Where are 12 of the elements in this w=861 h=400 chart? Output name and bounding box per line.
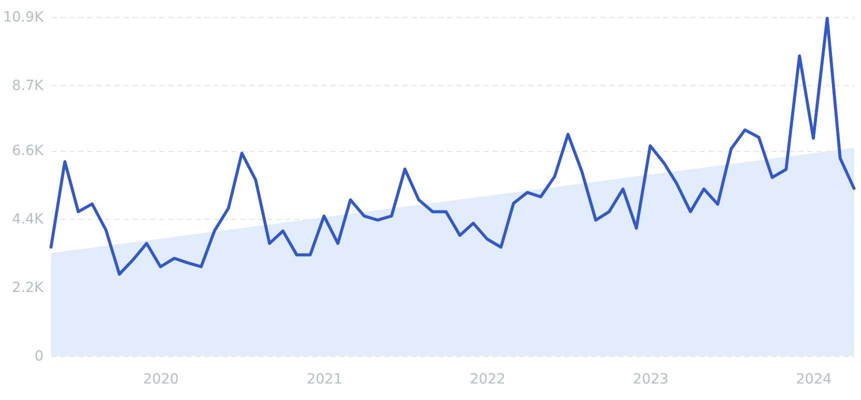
y-tick-label: 6.6K: [12, 143, 44, 160]
x-tick-label: 2022: [470, 372, 506, 388]
x-tick-label: 2020: [143, 372, 179, 388]
y-tick-label: 2.2K: [12, 280, 44, 296]
x-tick-label: 2021: [306, 372, 342, 388]
x-tick-label: 2024: [796, 372, 832, 388]
y-tick-label: 10.9K: [3, 10, 44, 26]
y-tick-label: 4.4K: [12, 212, 44, 228]
y-tick-label: 8.7K: [12, 78, 44, 94]
x-tick-label: 2023: [632, 372, 669, 388]
y-tick-label: 0: [34, 348, 44, 364]
line-series: [50, 16, 856, 276]
